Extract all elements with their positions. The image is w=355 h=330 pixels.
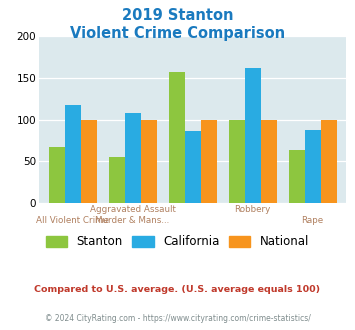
Bar xyxy=(49,147,65,203)
Legend: Stanton, California, National: Stanton, California, National xyxy=(41,231,314,253)
Bar xyxy=(229,120,245,203)
Text: Violent Crime Comparison: Violent Crime Comparison xyxy=(70,26,285,41)
Bar xyxy=(125,113,141,203)
Bar xyxy=(261,120,277,203)
Bar xyxy=(169,72,185,203)
Text: Rape: Rape xyxy=(301,216,324,225)
Bar xyxy=(289,150,305,203)
Text: 2019 Stanton: 2019 Stanton xyxy=(122,8,233,23)
Text: © 2024 CityRating.com - https://www.cityrating.com/crime-statistics/: © 2024 CityRating.com - https://www.city… xyxy=(45,314,310,323)
Bar xyxy=(185,131,201,203)
Text: Murder & Mans...: Murder & Mans... xyxy=(95,216,170,225)
Bar xyxy=(245,68,261,203)
Text: Compared to U.S. average. (U.S. average equals 100): Compared to U.S. average. (U.S. average … xyxy=(34,285,321,294)
Bar xyxy=(201,120,217,203)
Text: All Violent Crime: All Violent Crime xyxy=(36,216,109,225)
Bar xyxy=(321,120,337,203)
Bar xyxy=(305,130,321,203)
Bar xyxy=(65,105,81,203)
Bar xyxy=(81,120,97,203)
Bar xyxy=(109,157,125,203)
Text: Aggravated Assault: Aggravated Assault xyxy=(90,205,176,214)
Text: Robbery: Robbery xyxy=(234,205,271,214)
Bar xyxy=(141,120,157,203)
